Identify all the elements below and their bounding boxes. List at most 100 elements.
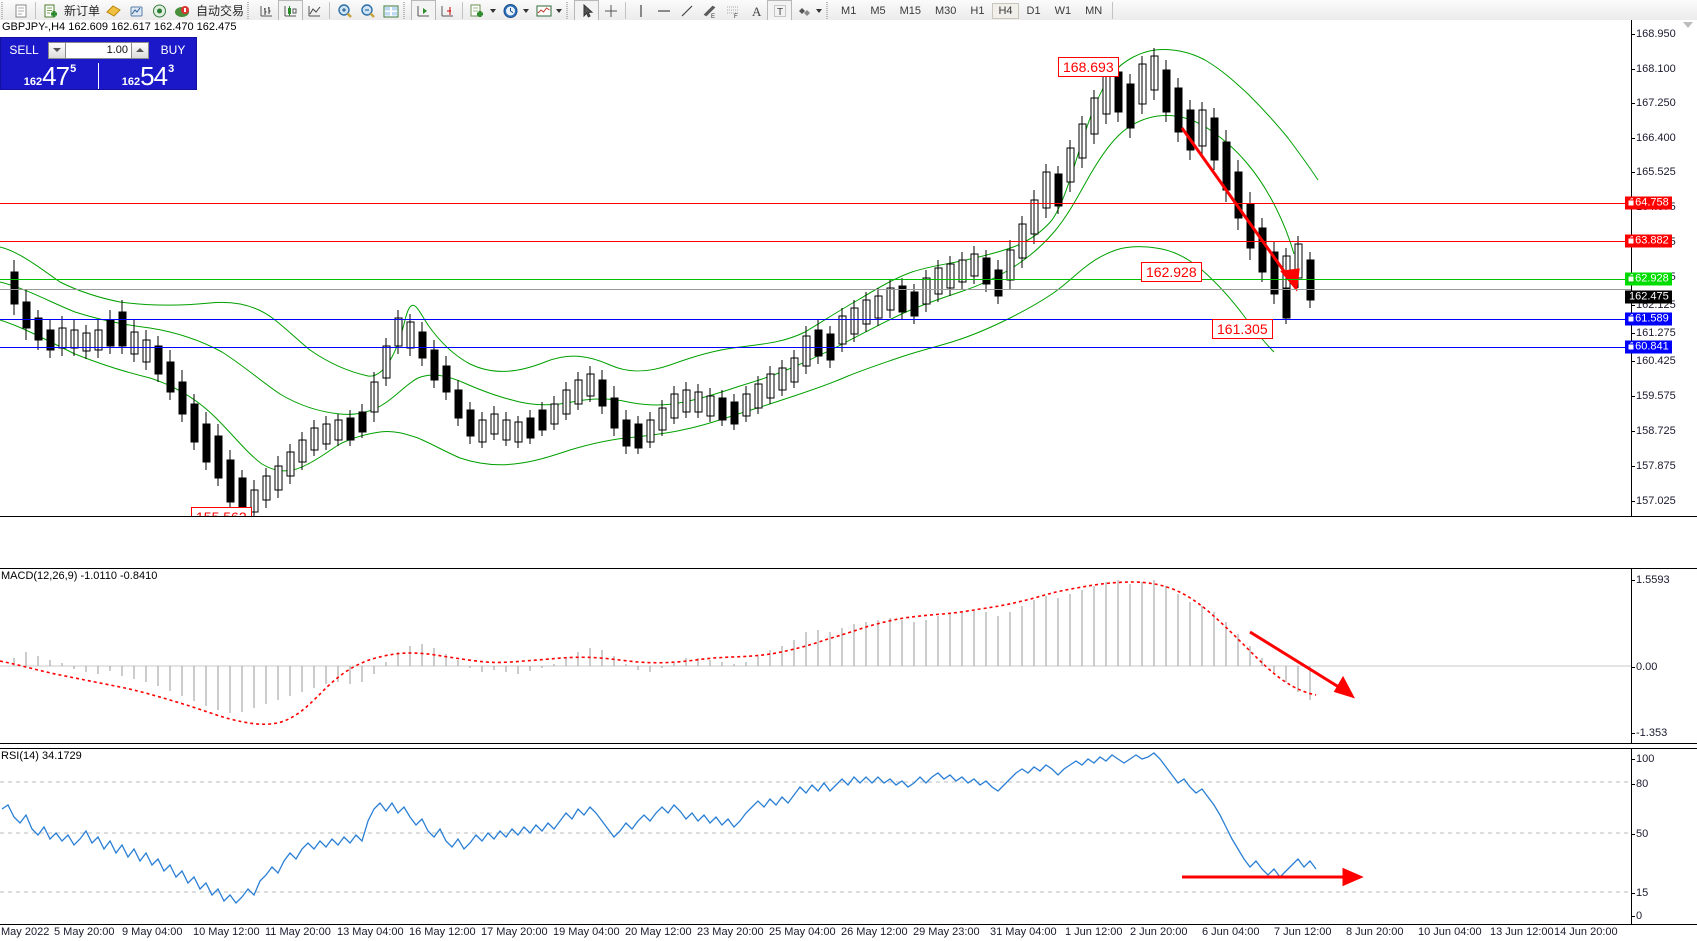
level-handle-160841[interactable] xyxy=(1627,343,1635,351)
annotation-pivot[interactable]: 162.928 xyxy=(1141,262,1202,282)
chart-shift-icon[interactable] xyxy=(436,1,459,20)
trend-line-icon[interactable] xyxy=(675,1,698,20)
template-dropdown-caret-icon[interactable] xyxy=(556,8,563,13)
x-tick-12: 26 May 12:00 xyxy=(841,926,908,938)
one-click-trade-panel[interactable]: SELL 1.00 BUY 162 47 5 162 54 3 xyxy=(0,37,197,90)
price-plot-area[interactable]: 168.693 162.928 161.305 155.562 xyxy=(0,20,1697,516)
y-tick-macd-2: -1.353 xyxy=(1631,727,1668,739)
vertical-line-icon[interactable] xyxy=(629,1,652,20)
new-order-icon[interactable] xyxy=(39,1,62,20)
horizontal-line-icon[interactable] xyxy=(652,1,675,20)
price-label-160841[interactable]: 160.841 xyxy=(1625,340,1672,354)
x-tick-2: 9 May 04:00 xyxy=(122,926,183,938)
buy-button[interactable]: BUY xyxy=(160,43,186,57)
timeframe-m15[interactable]: M15 xyxy=(899,4,921,17)
annotation-swing-high[interactable]: 168.693 xyxy=(1058,57,1119,77)
x-tick-20: 10 Jun 04:00 xyxy=(1418,926,1482,938)
annotation-swing-low[interactable]: 155.562 xyxy=(191,507,252,516)
macd-pane[interactable]: MACD(12,26,9) -1.0110 -0.8410 1.5593 0.0… xyxy=(0,568,1697,744)
price-label-164758[interactable]: 164.758 xyxy=(1625,196,1672,210)
indicators-icon[interactable] xyxy=(125,1,148,20)
line-chart-icon[interactable] xyxy=(303,1,326,20)
annotation-support[interactable]: 161.305 xyxy=(1212,319,1273,339)
volume-input[interactable]: 1.00 xyxy=(66,41,131,59)
volume-dropdown-button[interactable] xyxy=(48,41,66,59)
level-line-164758[interactable] xyxy=(0,203,1632,204)
indicator-dropdown-caret-icon[interactable] xyxy=(490,8,497,13)
level-handle-164758[interactable] xyxy=(1627,199,1635,207)
price-label-161589[interactable]: 161.589 xyxy=(1625,312,1672,326)
draw-group-grip[interactable] xyxy=(566,2,573,19)
timeframe-mn[interactable]: MN xyxy=(1085,4,1103,17)
toolbar-grip[interactable] xyxy=(1,2,7,19)
templates-icon[interactable] xyxy=(102,1,125,20)
macd-plot-area[interactable] xyxy=(0,569,1697,743)
zoom-in-icon[interactable] xyxy=(333,1,356,20)
macd-y-axis[interactable]: 1.5593 0.00 -1.353 xyxy=(1631,569,1697,743)
level-line-163882[interactable] xyxy=(0,241,1632,242)
timeframe-h1[interactable]: H1 xyxy=(970,4,985,17)
level-handle-163882[interactable] xyxy=(1627,237,1635,245)
timeframe-group-grip[interactable] xyxy=(826,2,833,19)
timeframe-m1[interactable]: M1 xyxy=(841,4,857,17)
new-order-label[interactable]: 新订单 xyxy=(64,4,101,18)
equidistant-channel-icon[interactable]: E xyxy=(698,1,721,20)
rsi-y-axis[interactable]: 100 80 50 15 0 xyxy=(1631,749,1697,924)
y-tick-rsi-2: 50 xyxy=(1631,828,1649,840)
autotrade-label[interactable]: 自动交易 xyxy=(196,4,245,18)
template-icon[interactable] xyxy=(532,1,555,20)
macd-title: MACD(12,26,9) -1.0110 -0.8410 xyxy=(1,570,158,582)
shapes-icon[interactable] xyxy=(792,1,815,20)
price-label-162928[interactable]: 162.928 xyxy=(1625,272,1672,286)
auto-scroll-icon[interactable] xyxy=(411,0,437,21)
rsi-plot-area[interactable] xyxy=(0,749,1697,924)
volume-stepper[interactable]: 1.00 xyxy=(48,41,149,59)
autotrade-icon[interactable] xyxy=(171,1,194,20)
timeframe-h4[interactable]: H4 xyxy=(992,2,1019,19)
level-handle-161589[interactable] xyxy=(1627,315,1635,323)
level-line-161589[interactable] xyxy=(0,319,1632,320)
rsi-pane[interactable]: RSI(14) 34.1729 100 80 50 15 0 xyxy=(0,748,1697,925)
text-icon[interactable]: A xyxy=(744,1,767,20)
timeframe-m30[interactable]: M30 xyxy=(935,4,957,17)
scroll-group-grip[interactable] xyxy=(403,2,410,19)
bar-chart-icon[interactable] xyxy=(255,1,278,20)
price-y-axis[interactable]: 168.950 168.100 167.250 166.400 165.525 … xyxy=(1625,20,1697,516)
buy-price[interactable]: 162 54 3 xyxy=(98,63,196,89)
crosshair-icon[interactable] xyxy=(599,1,622,20)
level-line-160841[interactable] xyxy=(0,347,1632,348)
x-tick-18: 7 Jun 12:00 xyxy=(1274,926,1332,938)
price-label-last-162475: 162.475 xyxy=(1625,290,1672,304)
downtrend-arrow-macd xyxy=(1249,630,1356,699)
shapes-dropdown-caret-icon[interactable] xyxy=(816,8,823,13)
level-handle-162928[interactable] xyxy=(1627,275,1635,283)
network-icon[interactable] xyxy=(148,1,171,20)
timeframe-m5[interactable]: M5 xyxy=(870,4,886,17)
timeframe-d1[interactable]: D1 xyxy=(1026,4,1041,17)
sell-price[interactable]: 162 47 5 xyxy=(1,63,98,89)
time-axis[interactable]: May 2022 5 May 20:00 9 May 04:00 10 May … xyxy=(0,925,1697,941)
period-dropdown-caret-icon[interactable] xyxy=(523,8,530,13)
indicator-add-icon[interactable] xyxy=(466,1,489,20)
chart-type-group-grip[interactable] xyxy=(247,2,254,19)
tile-windows-icon[interactable] xyxy=(379,1,402,20)
x-tick-6: 16 May 12:00 xyxy=(409,926,476,938)
scroll-up-indicator-icon[interactable] xyxy=(1683,22,1693,28)
timeframe-w1[interactable]: W1 xyxy=(1054,4,1072,17)
price-label-163882[interactable]: 163.882 xyxy=(1625,234,1672,248)
level-line-162928[interactable] xyxy=(0,279,1632,280)
price-chart-pane[interactable]: GBPJPY-,H4 162.609 162.617 162.470 162.4… xyxy=(0,20,1697,517)
cursor-icon[interactable] xyxy=(574,0,600,21)
fibonacci-icon[interactable]: F xyxy=(721,1,744,20)
text-label-icon[interactable]: T xyxy=(767,0,793,21)
macd-svg xyxy=(0,580,1632,726)
candlestick-chart-icon[interactable] xyxy=(278,0,304,21)
zoom-out-icon[interactable] xyxy=(356,1,379,20)
new-chart-icon[interactable] xyxy=(9,1,32,20)
sell-button[interactable]: SELL xyxy=(9,43,39,57)
volume-increase-button[interactable] xyxy=(131,41,149,59)
period-clock-icon[interactable] xyxy=(499,1,522,20)
y-tick-price-12: 158.725 xyxy=(1632,425,1676,437)
y-tick-rsi-4: 0 xyxy=(1631,910,1643,922)
